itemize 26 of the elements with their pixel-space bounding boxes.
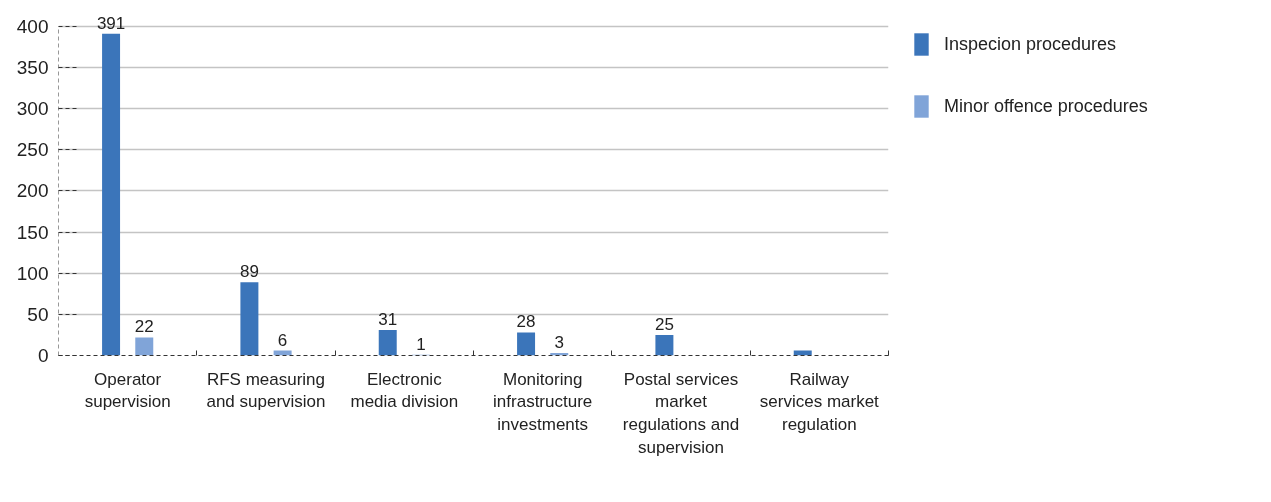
x-tick-label: Railway services market regulation [759, 369, 880, 435]
y-tick-label: 200 [16, 180, 49, 202]
data-label: 31 [378, 309, 398, 329]
y-tick-label: 50 [27, 303, 49, 325]
x-tick-label: Operator supervision [84, 369, 171, 412]
data-label: 89 [239, 262, 259, 282]
data-label: 28 [516, 312, 536, 332]
data-label: 391 [96, 13, 126, 33]
x-tick-label: RFS measuring and supervision [206, 369, 326, 412]
data-label: 25 [654, 314, 674, 334]
data-label: 22 [134, 317, 154, 337]
data-label: 3 [554, 333, 565, 353]
y-tick-label: 150 [16, 221, 49, 243]
y-tick-label: 100 [16, 262, 49, 284]
y-tick-label: 300 [16, 98, 49, 120]
y-tick-label: 0 [37, 345, 49, 366]
data-label: 1 [416, 334, 426, 354]
x-tick-label: Monitoring infrastructure investments [493, 369, 593, 435]
data-label: 6 [277, 330, 288, 350]
y-tick-label: 250 [16, 139, 49, 161]
y-tick-label: 400 [16, 15, 49, 37]
legend-label: Inspecion procedures [944, 33, 1117, 55]
y-tick-label: 350 [16, 56, 49, 78]
x-tick-label: Electronic media division [350, 369, 459, 412]
x-tick-label: Postal services market regulations and supervision [622, 369, 740, 457]
legend-label: Minor offence procedures [944, 95, 1148, 117]
